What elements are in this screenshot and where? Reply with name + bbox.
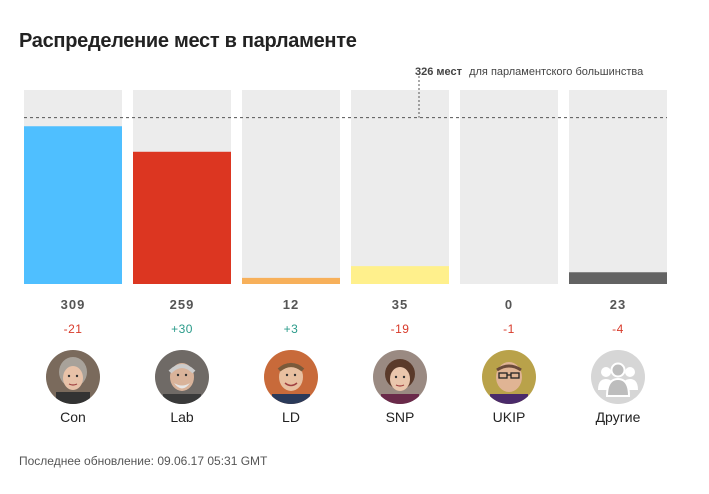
majority-label: 326 мест для парламентского большинства (415, 66, 644, 78)
party-label-other: Другие (595, 409, 641, 425)
corbyn-portrait-icon (155, 350, 209, 404)
party-label-con: Con (60, 409, 86, 425)
seat-count-other: 23 (609, 297, 627, 312)
farron-portrait-icon (264, 350, 318, 404)
seat-count-snp: 35 (391, 297, 409, 312)
bar-track-ld (242, 90, 340, 284)
seat-change-ukip: -1 (503, 322, 515, 336)
seat-change-con: -21 (63, 322, 83, 336)
bar-track-other (569, 90, 667, 284)
bar-con (24, 126, 122, 284)
seats-bar-chart: 326 мест для парламентского большинства (24, 66, 667, 284)
chart-title: Распределение мест в парламенте (19, 30, 357, 52)
party-label-ld: LD (282, 409, 300, 425)
seat-count-con: 309 (60, 297, 86, 312)
last-update-note: Последнее обновление: 09.06.17 05:31 GMT (19, 454, 268, 468)
majority-label-bold: 326 мест (415, 66, 463, 78)
seat-count-lab: 259 (169, 297, 195, 312)
party-label-snp: SNP (385, 409, 415, 425)
sturgeon-portrait-icon (373, 350, 427, 404)
may-portrait-icon (46, 350, 100, 404)
bar-track-snp (351, 90, 449, 284)
seat-change-lab: +30 (171, 322, 193, 336)
bar-track-ukip (460, 90, 558, 284)
bar-lab (133, 151, 231, 284)
seat-change-snp: -19 (390, 322, 410, 336)
people-group-icon (591, 350, 645, 404)
seat-change-ld: +3 (283, 322, 299, 336)
bar-snp (351, 266, 449, 284)
nuttall-portrait-icon (482, 350, 536, 404)
seat-change-other: -4 (612, 322, 624, 336)
bar-ld (242, 277, 340, 284)
seat-count-ukip: 0 (504, 297, 514, 312)
party-label-ukip: UKIP (492, 409, 526, 425)
majority-label-rest: для парламентского большинства (469, 66, 644, 78)
seat-count-ld: 12 (282, 297, 300, 312)
bar-other (569, 272, 667, 284)
party-label-lab: Lab (170, 409, 194, 425)
